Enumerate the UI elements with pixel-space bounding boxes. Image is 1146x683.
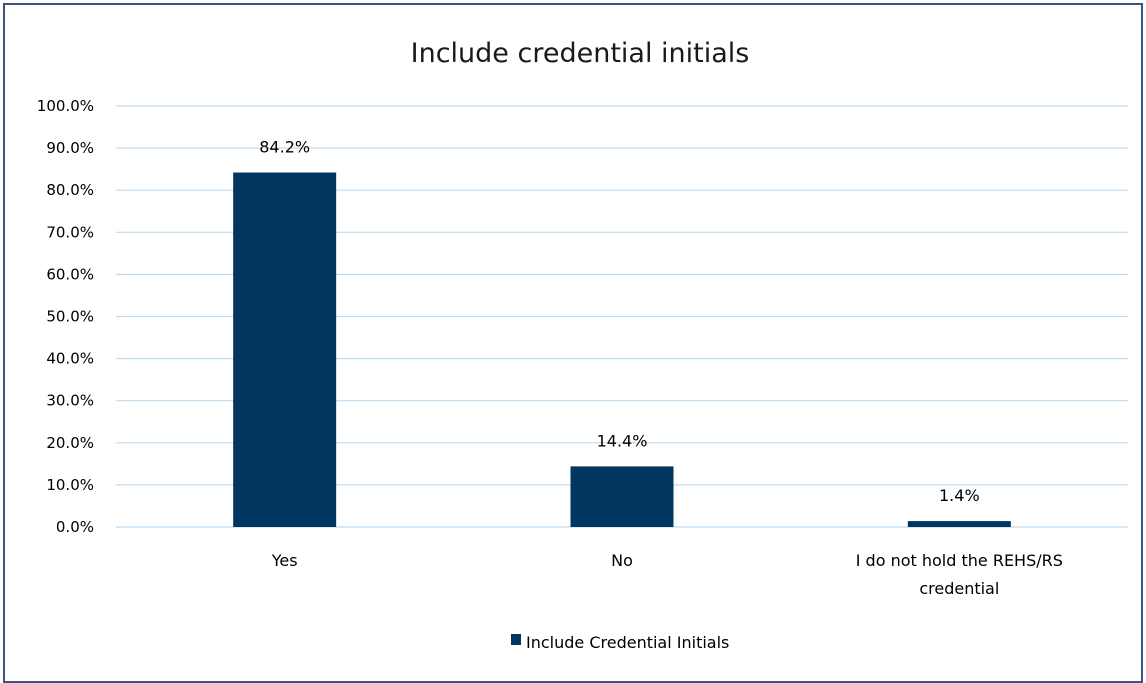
bar <box>570 466 674 527</box>
y-tick-label: 40.0% <box>46 350 94 368</box>
category-label: I do not hold the REHS/RS <box>856 551 1063 570</box>
y-tick-label: 20.0% <box>46 434 94 452</box>
bar <box>907 521 1011 527</box>
y-tick-label: 100.0% <box>37 97 94 115</box>
category-label: No <box>611 551 633 570</box>
legend-swatch <box>511 634 521 645</box>
chart-frame <box>3 3 1143 683</box>
data-labels: 84.2% 14.4% 1.4% <box>259 138 979 506</box>
chart-title: Include credential initials <box>411 38 750 69</box>
y-tick-label: 60.0% <box>46 265 94 283</box>
y-tick-label: 70.0% <box>46 223 94 241</box>
legend-label: Include Credential Initials <box>526 633 729 652</box>
category-label: Yes <box>271 551 298 570</box>
y-axis-ticks: 0.0% 10.0% 20.0% 30.0% 40.0% 50.0% 60.0% 70.0% 8… <box>37 97 94 536</box>
category-label: credential <box>919 579 999 598</box>
bars <box>233 172 1011 527</box>
data-label: 1.4% <box>939 486 980 505</box>
y-tick-label: 50.0% <box>46 308 94 326</box>
y-tick-label: 10.0% <box>46 476 94 494</box>
data-label: 84.2% <box>259 138 310 157</box>
legend: Include Credential Initials <box>511 633 729 652</box>
y-tick-label: 90.0% <box>46 139 94 157</box>
y-tick-label: 30.0% <box>46 392 94 410</box>
bar <box>233 172 337 527</box>
y-tick-label: 80.0% <box>46 181 94 199</box>
x-axis-categories: Yes No I do not hold the REHS/RS credential <box>271 551 1063 598</box>
y-tick-label: 0.0% <box>56 518 94 536</box>
data-label: 14.4% <box>597 431 648 450</box>
